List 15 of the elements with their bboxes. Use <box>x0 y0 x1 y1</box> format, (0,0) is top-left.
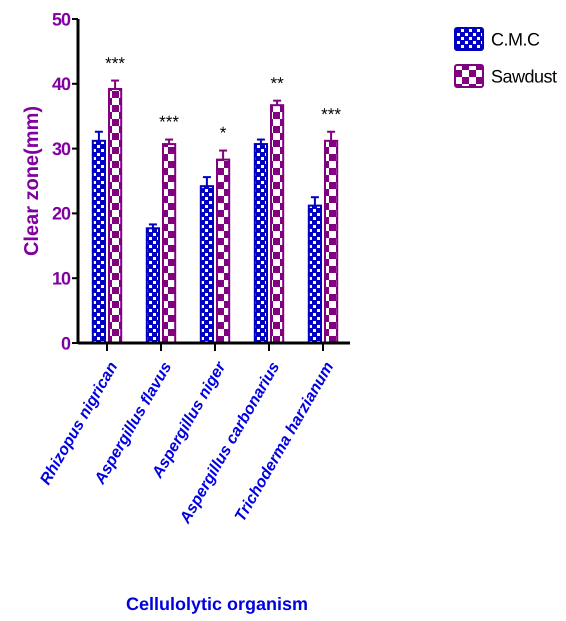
annotation: *** <box>321 104 342 124</box>
annotation: ** <box>270 74 284 93</box>
y-tick-label: 40 <box>52 74 71 94</box>
annotation: *** <box>105 54 126 73</box>
y-axis-title: Clear zone(mm) <box>21 106 43 256</box>
y-tick-label: 0 <box>60 333 71 354</box>
annotation: * <box>220 124 227 143</box>
y-tick-label: 10 <box>52 268 71 288</box>
annotation: *** <box>159 112 180 132</box>
y-tick-label: 30 <box>52 138 71 159</box>
y-tick-label: 50 <box>52 9 71 30</box>
legend-label: Sawdust <box>491 66 558 86</box>
y-tick-label: 20 <box>52 204 71 224</box>
x-axis-title: Cellulolytic organism <box>126 594 308 614</box>
legend-label: C.M.C <box>491 29 540 50</box>
